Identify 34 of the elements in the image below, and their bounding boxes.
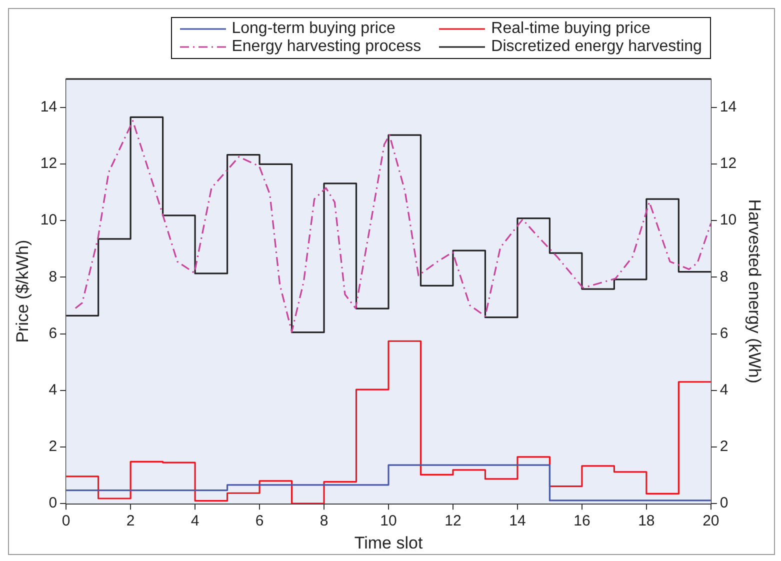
- y2-tick-label: 12: [720, 155, 737, 172]
- x-tick-label: 10: [380, 512, 397, 530]
- y2-tick-label: 10: [720, 212, 737, 229]
- y2-tick-label: 8: [720, 268, 728, 286]
- legend-label: Energy harvesting process: [232, 38, 422, 56]
- x-tick-label: 20: [702, 512, 720, 530]
- x-tick-label: 8: [320, 512, 328, 530]
- y2-tick-label: 0: [720, 494, 728, 512]
- x-tick-label: 6: [255, 512, 264, 530]
- x-tick-label: 4: [190, 512, 200, 530]
- x-tick-label: 16: [574, 512, 590, 530]
- y2-axis-title: Harvested energy (kWh): [745, 199, 764, 384]
- x-tick-label: 14: [509, 512, 526, 530]
- x-tick-label: 2: [126, 512, 135, 530]
- y-tick-label: 14: [40, 98, 58, 116]
- y2-tick-label: 6: [720, 324, 728, 342]
- y-tick-label: 8: [48, 268, 58, 286]
- legend-label: Real-time buying price: [491, 20, 650, 38]
- y2-tick-label: 14: [720, 98, 737, 116]
- y-tick-label: 0: [48, 494, 58, 512]
- x-tick-label: 12: [444, 512, 462, 530]
- y2-tick-label: 4: [720, 382, 728, 399]
- y-tick-label: 12: [40, 155, 58, 172]
- y-axis-title: Price ($/kWh): [12, 240, 32, 343]
- x-tick-label: 18: [638, 512, 655, 530]
- y-tick-label: 2: [48, 438, 58, 456]
- y2-tick-label: 2: [720, 438, 728, 456]
- y-tick-label: 10: [40, 212, 58, 229]
- x-axis-title: Time slot: [354, 533, 423, 552]
- legend-label: Long-term buying price: [232, 20, 396, 38]
- x-tick-label: 0: [62, 512, 70, 530]
- y-tick-label: 4: [48, 382, 58, 399]
- legend-label: Discretized energy harvesting: [491, 38, 702, 56]
- y-tick-label: 6: [48, 324, 58, 342]
